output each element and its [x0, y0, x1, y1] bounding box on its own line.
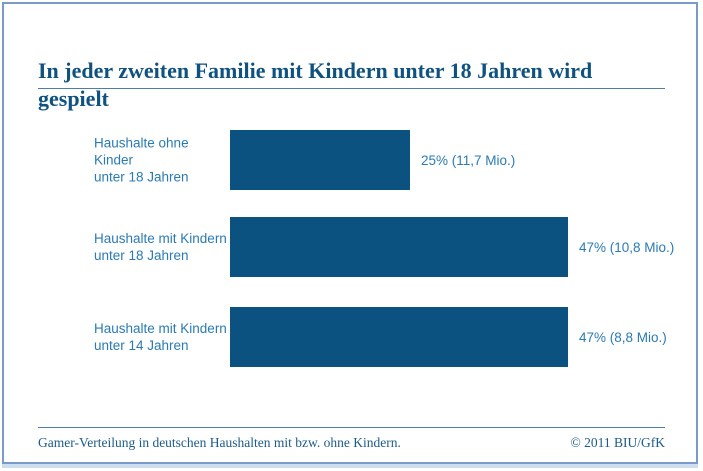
footer-caption: Gamer-Verteilung in deutschen Haushalten…	[38, 435, 401, 450]
category-label-line2: unter 18 Jahren	[94, 169, 189, 185]
bar	[230, 307, 568, 367]
value-label: 47% (8,8 Mio.)	[579, 329, 667, 345]
footer-copyright: © 2011 BIU/GfK	[570, 435, 666, 450]
page-title: In jeder zweiten Familie mit Kindern unt…	[38, 57, 593, 111]
bar	[230, 130, 410, 190]
category-label: Haushalte mit Kindern unter 14 Jahren	[94, 320, 229, 354]
chart-row: Haushalte mit Kindern unter 14 Jahren 47…	[4, 307, 696, 367]
category-label-line2: unter 18 Jahren	[94, 248, 189, 263]
category-label: Haushalte ohne Kinder unter 18 Jahren	[94, 135, 229, 186]
category-label: Haushalte mit Kindern unter 18 Jahren	[94, 230, 229, 264]
footer: Gamer-Verteilung in deutschen Haushalten…	[38, 435, 665, 451]
category-label-line2: unter 14 Jahren	[94, 338, 189, 353]
category-label-line1: Haushalte mit Kindern	[94, 321, 227, 336]
bar-chart: Haushalte ohne Kinder unter 18 Jahren 25…	[4, 4, 696, 462]
chart-row: Haushalte ohne Kinder unter 18 Jahren 25…	[4, 130, 696, 190]
category-label-line1: Haushalte ohne Kinder	[94, 135, 189, 168]
title-divider	[38, 88, 665, 89]
bar	[230, 217, 568, 277]
footer-divider	[38, 427, 665, 428]
infographic-frame: In jeder zweiten Familie mit Kindern unt…	[2, 2, 698, 464]
category-label-line1: Haushalte mit Kindern	[94, 231, 227, 246]
value-label: 25% (11,7 Mio.)	[421, 152, 516, 168]
chart-row: Haushalte mit Kindern unter 18 Jahren 47…	[4, 217, 696, 277]
value-label: 47% (10,8 Mio.)	[579, 239, 675, 255]
